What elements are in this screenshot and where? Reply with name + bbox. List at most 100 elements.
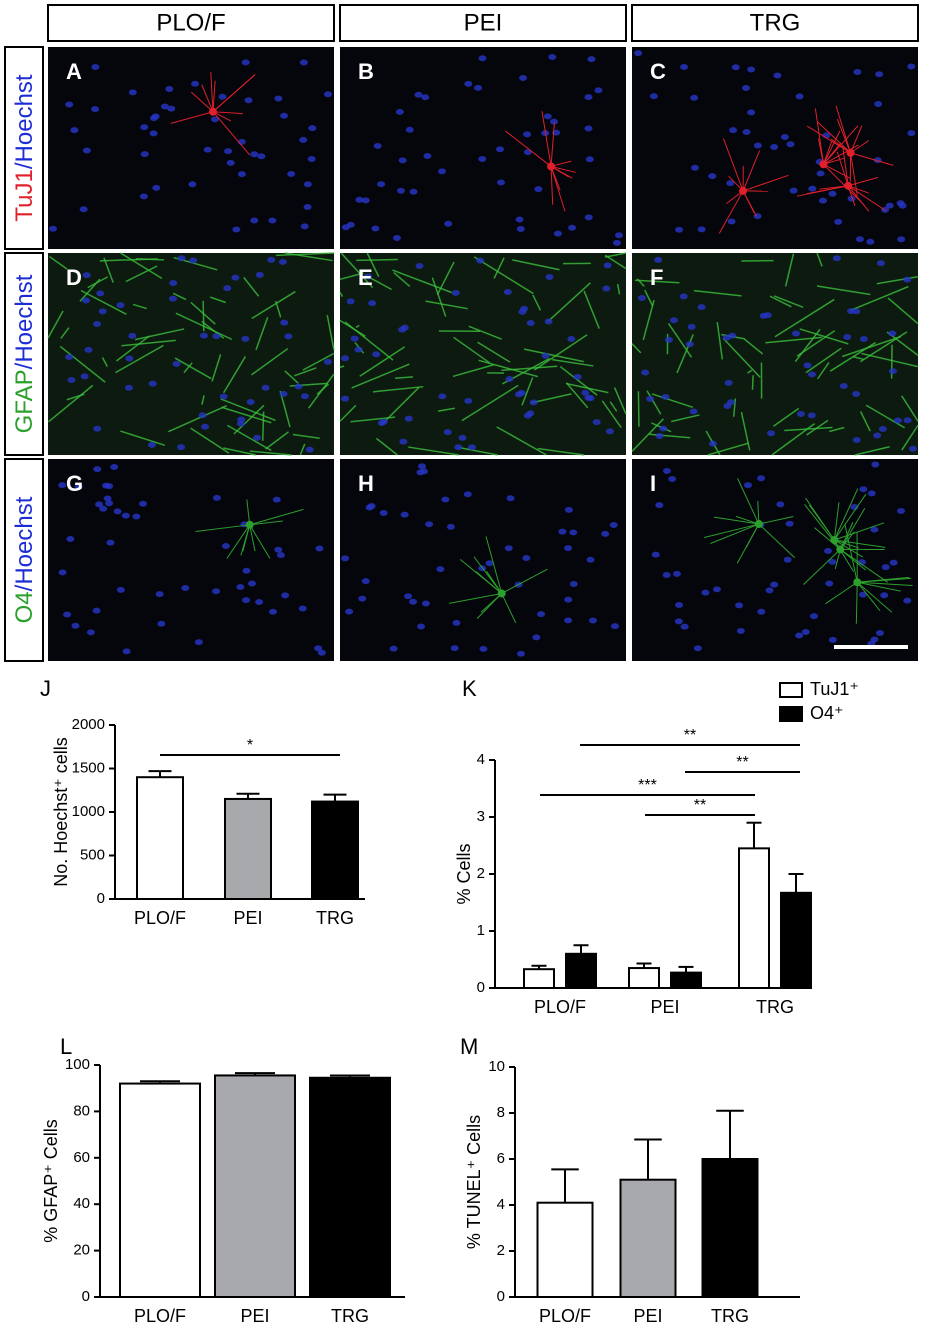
- nucleus: [423, 153, 432, 160]
- nucleus: [729, 127, 738, 134]
- column-header-box: [339, 4, 627, 42]
- y-tick-label: 100: [65, 1056, 90, 1073]
- process: [718, 190, 744, 234]
- fiber: [631, 418, 664, 452]
- soma: [245, 520, 254, 529]
- nucleus: [463, 491, 472, 498]
- nucleus: [315, 545, 324, 552]
- nucleus: [371, 225, 380, 232]
- nucleus: [425, 521, 434, 528]
- nucleus: [602, 285, 611, 292]
- nucleus: [770, 144, 779, 151]
- nucleus: [421, 94, 430, 101]
- nucleus: [212, 333, 221, 340]
- nucleus: [113, 508, 122, 515]
- nucleus: [91, 106, 100, 113]
- nucleus: [116, 302, 125, 309]
- micrograph: [631, 252, 919, 456]
- nucleus: [888, 330, 897, 337]
- nucleus: [564, 596, 573, 603]
- nucleus: [669, 317, 678, 324]
- fiber: [49, 255, 68, 270]
- nucleus: [242, 567, 251, 574]
- nucleus: [685, 341, 694, 348]
- process: [850, 152, 894, 166]
- nucleus: [870, 636, 879, 643]
- nucleus: [358, 595, 367, 602]
- fiber: [901, 424, 919, 451]
- nucleus: [523, 149, 532, 156]
- nucleus: [641, 369, 650, 376]
- fiber: [565, 382, 589, 409]
- fiber: [751, 375, 754, 390]
- row-label-marker: GFAP: [11, 369, 38, 433]
- nucleus: [71, 622, 80, 629]
- nucleus: [859, 486, 868, 493]
- nucleus: [177, 255, 186, 262]
- fiber: [512, 259, 560, 271]
- nucleus: [299, 59, 308, 66]
- nucleus: [446, 523, 455, 530]
- fiber: [375, 437, 398, 456]
- fiber: [747, 369, 753, 374]
- nucleus: [506, 495, 515, 502]
- process: [541, 111, 552, 167]
- fiber: [459, 446, 498, 456]
- panel-letter: C: [650, 59, 666, 84]
- micrograph-bg: [340, 47, 626, 249]
- process: [195, 524, 250, 533]
- fiber: [437, 407, 455, 412]
- process: [856, 581, 893, 613]
- nucleus: [346, 298, 355, 305]
- soma: [739, 186, 748, 195]
- nucleus: [742, 85, 751, 92]
- fiber: [773, 295, 804, 309]
- y-axis-label: % Cells: [454, 843, 474, 904]
- nucleus: [405, 126, 414, 133]
- fiber: [120, 430, 166, 447]
- nucleus: [808, 185, 817, 192]
- nucleus: [261, 384, 270, 391]
- bar: [136, 776, 184, 901]
- fiber: [523, 348, 584, 363]
- nucleus: [248, 580, 257, 587]
- process: [501, 593, 517, 624]
- nucleus: [701, 589, 710, 596]
- fiber: [103, 257, 114, 283]
- fiber: [841, 335, 902, 358]
- fiber: [468, 325, 502, 340]
- nucleus: [281, 592, 290, 599]
- fiber: [651, 393, 694, 409]
- nucleus: [832, 255, 841, 262]
- fiber: [284, 252, 333, 262]
- nucleus: [361, 578, 370, 585]
- nucleus: [128, 89, 137, 96]
- y-tick-label: 2: [497, 1242, 505, 1259]
- fiber: [547, 282, 591, 323]
- process: [249, 520, 283, 526]
- nucleus: [726, 180, 735, 187]
- fiber: [771, 423, 816, 456]
- nucleus: [199, 332, 208, 339]
- nucleus: [255, 271, 264, 278]
- nucleus: [241, 59, 250, 66]
- nucleus: [586, 556, 595, 563]
- process: [249, 524, 256, 552]
- fiber: [859, 411, 871, 432]
- nucleus: [400, 324, 409, 331]
- fiber: [533, 334, 588, 371]
- nucleus: [257, 153, 266, 160]
- nucleus: [303, 204, 312, 211]
- nucleus: [881, 564, 890, 571]
- panel-letter: A: [66, 59, 82, 84]
- fiber: [339, 291, 344, 297]
- process: [796, 185, 849, 197]
- fiber: [168, 404, 227, 433]
- nucleus: [747, 66, 756, 73]
- process: [844, 524, 858, 583]
- nucleus: [272, 496, 281, 503]
- fiber: [707, 442, 750, 456]
- fiber: [552, 358, 594, 367]
- process: [710, 523, 760, 544]
- fiber: [249, 450, 292, 456]
